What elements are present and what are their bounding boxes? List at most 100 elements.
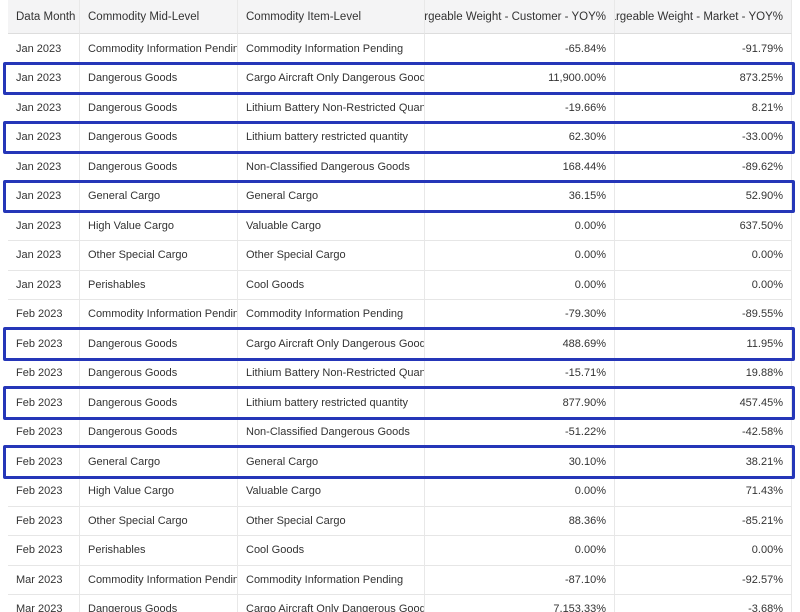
table-cell: Jan 2023 [8, 122, 80, 152]
column-header: Commodity Item-Level [238, 0, 425, 34]
table-cell: 0.00% [425, 211, 615, 241]
row-divider [8, 269, 792, 271]
table-cell: High Value Cargo [80, 211, 238, 241]
table-cell: 0.00% [425, 240, 615, 270]
table-cell: Non-Classified Dangerous Goods [238, 152, 425, 182]
table-cell: Perishables [80, 270, 238, 300]
table-cell: Feb 2023 [8, 329, 80, 359]
table-cell: Dangerous Goods [80, 63, 238, 93]
table-cell: Feb 2023 [8, 476, 80, 506]
table-cell: Commodity Information Pending [238, 299, 425, 329]
table-cell: Dangerous Goods [80, 594, 238, 612]
table-cell: Dangerous Goods [80, 93, 238, 123]
table-cell: 11,900.00% [425, 63, 615, 93]
column-header: Chargeable Weight - Customer - YOY% [425, 0, 615, 34]
table-cell: Valuable Cargo [238, 211, 425, 241]
table-cell: General Cargo [80, 447, 238, 477]
table-cell: Other Special Cargo [238, 240, 425, 270]
table-cell: Jan 2023 [8, 34, 80, 64]
table-cell: General Cargo [238, 181, 425, 211]
table-cell: -91.79% [615, 34, 792, 64]
table-cell: 0.00% [615, 535, 792, 565]
table-cell: Non-Classified Dangerous Goods [238, 417, 425, 447]
table-cell: Commodity Information Pending [80, 34, 238, 64]
column-header: Data Month [8, 0, 80, 34]
row-divider [8, 564, 792, 566]
table-cell: Cargo Aircraft Only Dangerous Goods [238, 63, 425, 93]
table-cell: Feb 2023 [8, 417, 80, 447]
table-cell: Lithium battery restricted quantity [238, 388, 425, 418]
table-cell: 11.95% [615, 329, 792, 359]
table-cell: Dangerous Goods [80, 152, 238, 182]
table-cell: -42.58% [615, 417, 792, 447]
table-cell: 36.15% [425, 181, 615, 211]
row-divider [8, 535, 792, 536]
table-cell: -65.84% [425, 34, 615, 64]
table-cell: 88.36% [425, 506, 615, 536]
table-cell: Commodity Information Pending [238, 34, 425, 64]
table-cell: Cool Goods [238, 270, 425, 300]
table-cell: Jan 2023 [8, 181, 80, 211]
table-cell: Jan 2023 [8, 152, 80, 182]
table-cell: -89.62% [615, 152, 792, 182]
table-cell: Valuable Cargo [238, 476, 425, 506]
table-cell: Other Special Cargo [238, 506, 425, 536]
column-header: Chargeable Weight - Market - YOY% [615, 0, 792, 34]
table-cell: Jan 2023 [8, 270, 80, 300]
table-cell: 62.30% [425, 122, 615, 152]
table-cell: -19.66% [425, 93, 615, 123]
table-cell: 0.00% [425, 270, 615, 300]
table-cell: 873.25% [615, 63, 792, 93]
table-cell: Perishables [80, 535, 238, 565]
table-cell: Feb 2023 [8, 299, 80, 329]
table-cell: -85.21% [615, 506, 792, 536]
table-cell: Lithium Battery Non-Restricted Quantity [238, 358, 425, 388]
table-cell: Dangerous Goods [80, 329, 238, 359]
table-cell: 38.21% [615, 447, 792, 477]
table-cell: 488.69% [425, 329, 615, 359]
table-cell: -15.71% [425, 358, 615, 388]
table-cell: Commodity Information Pending [238, 565, 425, 595]
table-cell: -33.00% [615, 122, 792, 152]
table-cell: 8.21% [615, 93, 792, 123]
row-divider [8, 299, 792, 300]
table-cell: 0.00% [615, 270, 792, 300]
table-cell: Jan 2023 [8, 211, 80, 241]
table-cell: 637.50% [615, 211, 792, 241]
column-header: Commodity Mid-Level [80, 0, 238, 34]
table-cell: Jan 2023 [8, 93, 80, 123]
table-cell: -87.10% [425, 565, 615, 595]
table-cell: 457.45% [615, 388, 792, 418]
row-divider [8, 505, 792, 507]
table-cell: -89.55% [615, 299, 792, 329]
table-cell: Cool Goods [238, 535, 425, 565]
table-cell: General Cargo [80, 181, 238, 211]
table-cell: 0.00% [425, 476, 615, 506]
table-cell: Dangerous Goods [80, 122, 238, 152]
table-cell: Dangerous Goods [80, 358, 238, 388]
table-cell: General Cargo [238, 447, 425, 477]
table-cell: 0.00% [425, 535, 615, 565]
table-cell: Mar 2023 [8, 594, 80, 612]
row-divider [8, 240, 792, 241]
table-cell: Lithium Battery Non-Restricted Quantity [238, 93, 425, 123]
row-divider [8, 594, 792, 595]
table-cell: Mar 2023 [8, 565, 80, 595]
table-cell: Feb 2023 [8, 447, 80, 477]
table-cell: Dangerous Goods [80, 417, 238, 447]
table-cell: Other Special Cargo [80, 506, 238, 536]
table-cell: Feb 2023 [8, 535, 80, 565]
table-cell: Other Special Cargo [80, 240, 238, 270]
table-cell: 30.10% [425, 447, 615, 477]
table-cell: Dangerous Goods [80, 388, 238, 418]
table-cell: Feb 2023 [8, 506, 80, 536]
table-cell: Commodity Information Pending [80, 299, 238, 329]
table-cell: Feb 2023 [8, 358, 80, 388]
table-cell: 0.00% [615, 240, 792, 270]
table-cell: Jan 2023 [8, 240, 80, 270]
table-cell: 168.44% [425, 152, 615, 182]
table-cell: Cargo Aircraft Only Dangerous Goods [238, 594, 425, 612]
table-cell: 7,153.33% [425, 594, 615, 612]
table-cell: -92.57% [615, 565, 792, 595]
table-cell: Feb 2023 [8, 388, 80, 418]
